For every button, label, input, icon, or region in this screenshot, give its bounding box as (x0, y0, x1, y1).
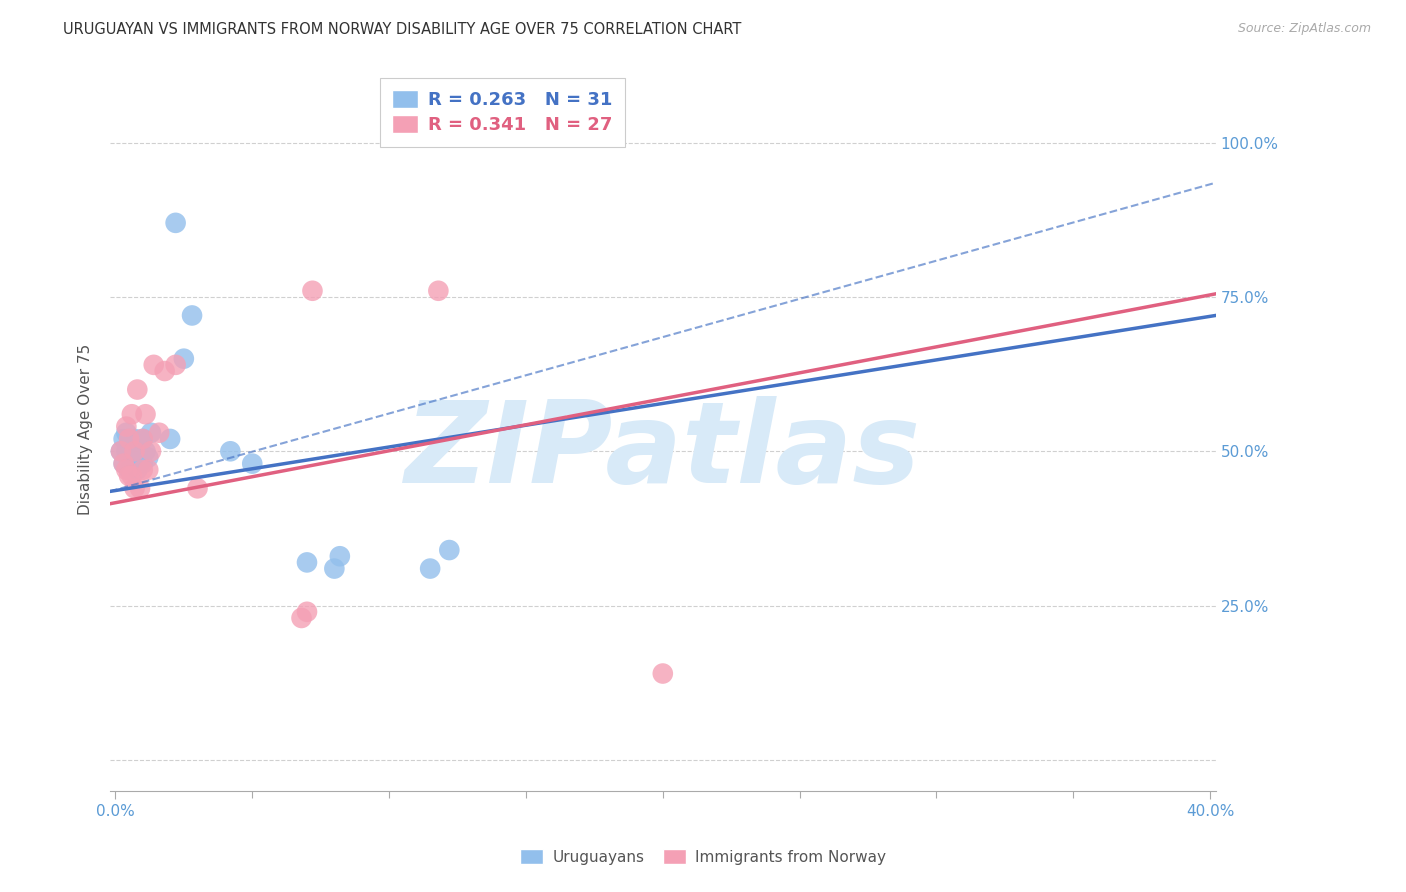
Point (240, 457, 263, 471)
Point (153, 364, 176, 378)
Point (118, 469, 141, 483)
Point (132, 432, 155, 446)
Point (124, 481, 146, 495)
Legend: R = 0.263   N = 31, R = 0.341   N = 27: R = 0.263 N = 31, R = 0.341 N = 27 (380, 78, 626, 147)
Point (301, 284, 323, 298)
Point (165, 216, 187, 230)
Point (295, 605, 318, 619)
Point (142, 358, 165, 372)
Point (121, 457, 143, 471)
Point (129, 457, 152, 471)
Point (115, 425, 138, 440)
Point (118, 463, 141, 477)
Point (651, 666, 673, 681)
Y-axis label: Disability Age Over 75: Disability Age Over 75 (79, 344, 93, 516)
Point (112, 457, 135, 471)
Point (136, 450, 159, 465)
Point (115, 444, 138, 458)
Point (173, 351, 195, 366)
Point (329, 549, 352, 564)
Point (323, 561, 346, 575)
Point (186, 481, 208, 495)
Text: Source: ZipAtlas.com: Source: ZipAtlas.com (1237, 22, 1371, 36)
Point (121, 407, 143, 421)
Point (427, 284, 450, 298)
Legend: Uruguayans, Immigrants from Norway: Uruguayans, Immigrants from Norway (515, 843, 891, 871)
Point (127, 383, 149, 397)
Point (148, 425, 170, 440)
Point (132, 457, 155, 471)
Point (129, 481, 152, 495)
Point (181, 309, 204, 323)
Point (118, 432, 141, 446)
Point (139, 444, 162, 458)
Point (127, 463, 149, 477)
Point (159, 432, 181, 446)
Point (124, 457, 146, 471)
Point (132, 463, 155, 477)
Point (127, 444, 149, 458)
Point (439, 543, 461, 558)
Point (139, 425, 162, 440)
Point (295, 555, 318, 569)
Point (110, 444, 132, 458)
Point (134, 444, 156, 458)
Text: ZIPatlas: ZIPatlas (405, 396, 921, 507)
Point (118, 444, 141, 458)
Text: URUGUAYAN VS IMMIGRANTS FROM NORWAY DISABILITY AGE OVER 75 CORRELATION CHART: URUGUAYAN VS IMMIGRANTS FROM NORWAY DISA… (63, 22, 741, 37)
Point (121, 438, 143, 452)
Point (219, 444, 242, 458)
Point (124, 432, 146, 446)
Point (165, 358, 187, 372)
Point (134, 407, 156, 421)
Point (290, 611, 312, 625)
Point (115, 463, 138, 477)
Point (129, 444, 152, 458)
Point (110, 444, 132, 458)
Point (419, 561, 441, 575)
Point (121, 469, 143, 483)
Point (115, 419, 138, 434)
Point (112, 432, 135, 446)
Point (136, 463, 159, 477)
Point (112, 457, 135, 471)
Point (124, 444, 146, 458)
Point (132, 432, 155, 446)
